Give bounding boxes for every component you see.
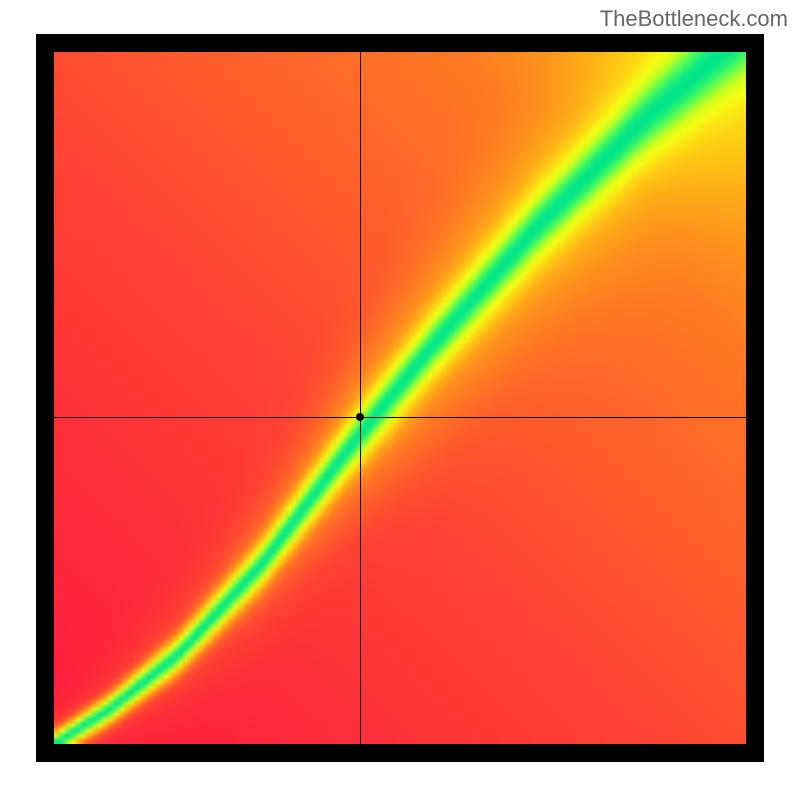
crosshair-horizontal bbox=[54, 417, 746, 418]
crosshair-marker bbox=[356, 413, 364, 421]
crosshair-vertical bbox=[360, 52, 361, 744]
watermark-text: TheBottleneck.com bbox=[600, 6, 788, 32]
plot-frame bbox=[36, 34, 764, 762]
heatmap-canvas bbox=[54, 52, 746, 744]
plot-area bbox=[54, 52, 746, 744]
chart-container: TheBottleneck.com bbox=[0, 0, 800, 800]
